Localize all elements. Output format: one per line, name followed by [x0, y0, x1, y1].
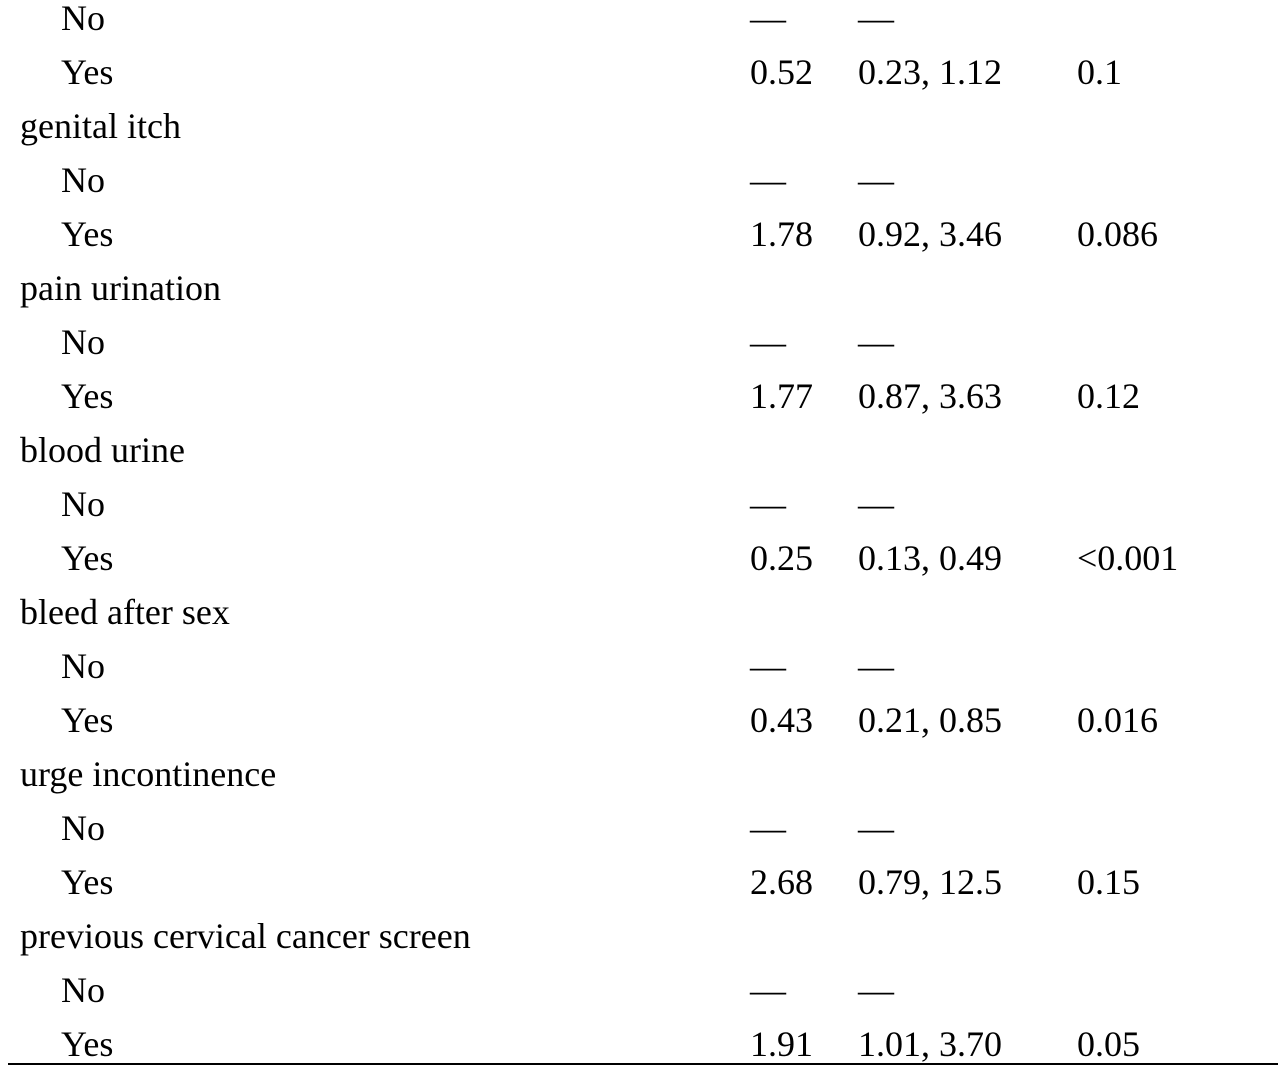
row-label: Yes [61, 376, 114, 416]
row-label: Yes [61, 538, 114, 578]
confidence-interval-cell: 0.87, 3.63 [858, 376, 1002, 416]
odds-ratio-cell: 1.91 [750, 1024, 813, 1064]
odds-ratio-cell: — [750, 808, 786, 848]
confidence-interval-cell: — [858, 160, 894, 200]
p-value-cell: 0.086 [1077, 214, 1158, 254]
table-row-level: Yes 1.77 0.87, 3.63 0.12 [0, 378, 1280, 432]
table-row-level: No — — [0, 162, 1280, 216]
table-row-level: No — — [0, 324, 1280, 378]
table-row-group: previous cervical cancer screen [0, 918, 1280, 972]
row-label: Yes [61, 862, 114, 902]
table-row-level: No — — [0, 0, 1280, 54]
table-row-level: No — — [0, 972, 1280, 1026]
confidence-interval-cell: — [858, 484, 894, 524]
odds-ratio-cell: — [750, 646, 786, 686]
variable-label: previous cervical cancer screen [20, 916, 471, 956]
odds-ratio-cell: 1.77 [750, 376, 813, 416]
table-row-level: No — — [0, 486, 1280, 540]
variable-label: genital itch [20, 106, 181, 146]
odds-ratio-cell: 1.78 [750, 214, 813, 254]
p-value-cell: <0.001 [1077, 538, 1179, 578]
table-row-group: blood urine [0, 432, 1280, 486]
row-label: Yes [61, 52, 114, 92]
table-row-group: bleed after sex [0, 594, 1280, 648]
table-bottom-rule [8, 1063, 1278, 1065]
confidence-interval-cell: 0.92, 3.46 [858, 214, 1002, 254]
confidence-interval-cell: — [858, 970, 894, 1010]
row-label: No [61, 808, 105, 848]
row-label: Yes [61, 700, 114, 740]
table-row-level: Yes 1.78 0.92, 3.46 0.086 [0, 216, 1280, 270]
table-row-group: urge incontinence [0, 756, 1280, 810]
odds-ratio-cell: — [750, 970, 786, 1010]
row-label: No [61, 322, 105, 362]
row-label: No [61, 160, 105, 200]
p-value-cell: 0.15 [1077, 862, 1140, 902]
row-label: No [61, 646, 105, 686]
table-row-level: Yes 0.43 0.21, 0.85 0.016 [0, 702, 1280, 756]
table-row-group: pain urination [0, 270, 1280, 324]
table-row-level: Yes 0.25 0.13, 0.49 <0.001 [0, 540, 1280, 594]
row-label: No [61, 970, 105, 1010]
confidence-interval-cell: 1.01, 3.70 [858, 1024, 1002, 1064]
p-value-cell: 0.05 [1077, 1024, 1140, 1064]
row-label: Yes [61, 1024, 114, 1064]
row-label: Yes [61, 214, 114, 254]
confidence-interval-cell: — [858, 808, 894, 848]
confidence-interval-cell: — [858, 646, 894, 686]
p-value-cell: 0.016 [1077, 700, 1158, 740]
p-value-cell: 0.12 [1077, 376, 1140, 416]
odds-ratio-cell: — [750, 322, 786, 362]
variable-label: urge incontinence [20, 754, 277, 794]
row-label: No [61, 0, 105, 38]
table-row-level: Yes 1.91 1.01, 3.70 0.05 [0, 1026, 1280, 1080]
confidence-interval-cell: 0.21, 0.85 [858, 700, 1002, 740]
variable-label: blood urine [20, 430, 185, 470]
table-row-level: Yes 2.68 0.79, 12.5 0.15 [0, 864, 1280, 918]
table-row-level: No — — [0, 810, 1280, 864]
variable-label: pain urination [20, 268, 221, 308]
odds-ratio-cell: — [750, 160, 786, 200]
odds-ratio-cell: 0.25 [750, 538, 813, 578]
confidence-interval-cell: 0.79, 12.5 [858, 862, 1002, 902]
confidence-interval-cell: 0.23, 1.12 [858, 52, 1002, 92]
odds-ratio-cell: — [750, 0, 786, 38]
table-row-level: Yes 0.52 0.23, 1.12 0.1 [0, 54, 1280, 108]
confidence-interval-cell: 0.13, 0.49 [858, 538, 1002, 578]
row-label: No [61, 484, 105, 524]
odds-ratio-cell: — [750, 484, 786, 524]
odds-ratio-cell: 2.68 [750, 862, 813, 902]
table-row-group: genital itch [0, 108, 1280, 162]
confidence-interval-cell: — [858, 0, 894, 38]
odds-ratio-cell: 0.52 [750, 52, 813, 92]
confidence-interval-cell: — [858, 322, 894, 362]
table-row-level: No — — [0, 648, 1280, 702]
variable-label: bleed after sex [20, 592, 230, 632]
odds-ratio-cell: 0.43 [750, 700, 813, 740]
p-value-cell: 0.1 [1077, 52, 1122, 92]
